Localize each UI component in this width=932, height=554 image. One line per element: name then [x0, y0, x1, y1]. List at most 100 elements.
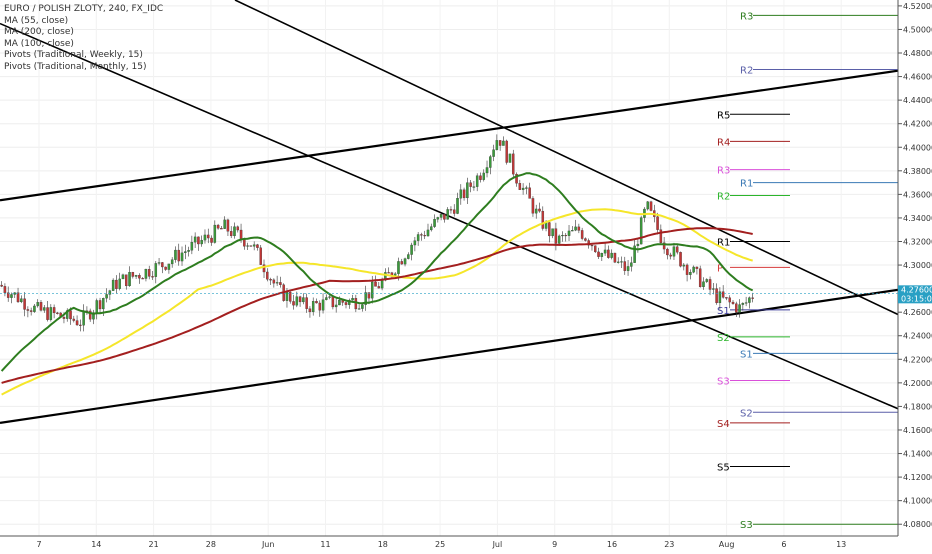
time-tick-label: 11	[320, 540, 330, 549]
candle-body	[111, 279, 115, 291]
candle-body	[125, 274, 128, 287]
candle-body	[377, 286, 381, 289]
price-tick-label: 4.36000	[903, 190, 932, 199]
candle-body	[410, 244, 413, 255]
candle-body	[626, 266, 630, 271]
candle-body	[577, 226, 581, 231]
candle-body	[508, 153, 512, 163]
candle-body	[56, 312, 59, 314]
candle-body	[305, 297, 308, 309]
candle-body	[505, 140, 508, 163]
candle-body	[180, 252, 184, 262]
candle-body	[744, 302, 748, 304]
candle-body	[315, 301, 318, 304]
candle-body	[49, 307, 53, 320]
candle-body	[597, 251, 600, 257]
candle-body	[354, 298, 358, 310]
candle-body	[413, 240, 417, 246]
candle-body	[728, 297, 731, 303]
price-tick-label: 4.30000	[903, 261, 932, 270]
candle-body	[259, 247, 262, 265]
candle-body	[279, 282, 282, 285]
candle-body	[433, 219, 436, 227]
candle-body	[548, 222, 551, 237]
candle-body	[308, 308, 312, 313]
price-tick-label: 4.18000	[903, 402, 932, 411]
candle-body	[161, 262, 164, 268]
candle-body	[197, 236, 200, 245]
ma100-line	[1, 208, 753, 396]
candle-body	[561, 234, 564, 237]
candle-body	[502, 140, 505, 146]
time-tick-label: 21	[149, 540, 159, 549]
candle-body	[705, 279, 709, 282]
candle-body	[636, 243, 640, 247]
candle-body	[321, 299, 325, 311]
candle-body	[695, 266, 699, 269]
candle-body	[134, 275, 138, 277]
candle-body	[685, 264, 689, 275]
candle-body	[6, 292, 10, 298]
candle-body	[564, 234, 567, 237]
candle-body	[331, 296, 335, 308]
candle-body	[718, 291, 722, 304]
candle-body	[115, 279, 118, 289]
candle-body	[128, 272, 131, 287]
candle-body	[33, 305, 36, 312]
candle-body	[449, 209, 453, 211]
time-tick-label: Jul	[492, 540, 503, 549]
candle-body	[672, 246, 676, 257]
candle-body	[528, 187, 531, 199]
candle-body	[479, 175, 482, 180]
candle-body	[735, 303, 738, 313]
candle-body	[551, 228, 554, 237]
candle-body	[698, 268, 702, 288]
price-tick-label: 4.40000	[903, 143, 932, 152]
candle-body	[482, 172, 485, 180]
chart-legend: EURO / POLISH ZLOTY, 240, FX_IDC MA (55,…	[4, 4, 163, 73]
candle-body	[138, 275, 141, 279]
candle-body	[531, 198, 535, 214]
candle-body	[370, 281, 374, 299]
candle-body	[380, 280, 384, 289]
candle-body	[489, 156, 492, 168]
candle-body	[82, 310, 85, 326]
candle-body	[292, 301, 295, 306]
candle-body	[10, 294, 13, 298]
price-tick-label: 4.50000	[903, 25, 932, 34]
candle-body	[495, 140, 499, 150]
candle-body	[334, 304, 338, 308]
candle-body	[46, 307, 49, 320]
candle-body	[666, 248, 669, 256]
candle-body	[23, 298, 26, 310]
candle-body	[318, 302, 322, 311]
legend-weekly-pivots: Pivots (Traditional, Weekly, 15)	[4, 50, 143, 60]
trendline	[0, 288, 899, 424]
candle-body	[439, 214, 443, 218]
candle-body	[311, 301, 315, 313]
time-tick-label: 13	[836, 540, 846, 549]
candle-body	[607, 249, 610, 258]
time-tick-label: 6	[781, 540, 786, 549]
candle-body	[344, 302, 348, 305]
time-tick-label: 25	[435, 540, 445, 549]
candle-body	[594, 245, 597, 253]
candle-body	[256, 244, 259, 248]
candle-body	[328, 296, 331, 298]
price-tick-label: 4.20000	[903, 379, 932, 388]
candle-body	[702, 281, 705, 288]
time-tick-label: 28	[206, 540, 216, 549]
candle-body	[361, 304, 364, 309]
legend-monthly-pivots: Pivots (Traditional, Monthly, 15)	[4, 61, 147, 72]
candle-body	[88, 310, 92, 320]
candle-body	[397, 261, 400, 274]
candle-body	[472, 186, 476, 188]
candle-body	[633, 245, 636, 263]
time-tick-label: Jun	[261, 540, 275, 549]
candle-body	[587, 240, 590, 246]
candle-body	[151, 276, 154, 278]
candle-body	[443, 214, 446, 220]
pivot-label: R1	[740, 179, 753, 190]
